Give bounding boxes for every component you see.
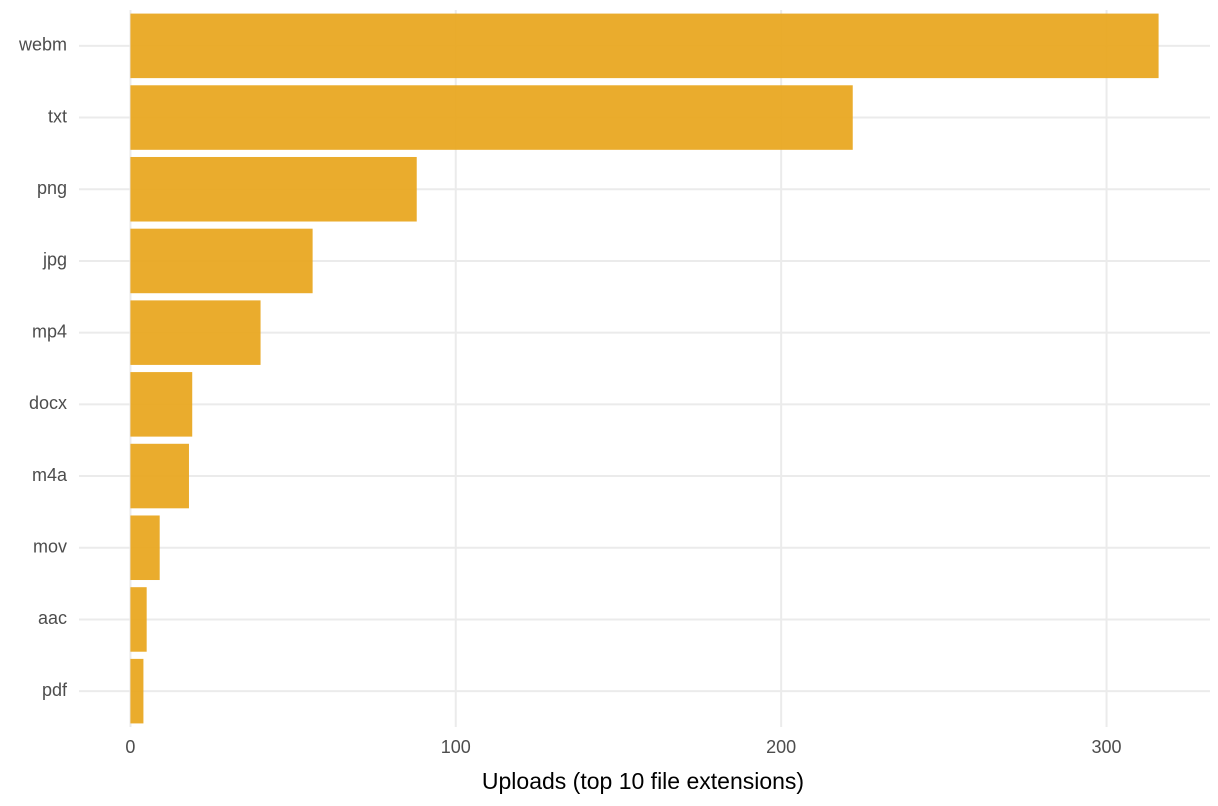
x-tick-label: 0 [125, 737, 135, 757]
x-tick-label: 200 [766, 737, 796, 757]
x-tick-label: 300 [1092, 737, 1122, 757]
bar [130, 587, 147, 652]
bar [130, 658, 144, 724]
y-tick-label: jpg [42, 250, 67, 270]
y-tick-label: png [37, 178, 67, 198]
bar [130, 13, 1159, 79]
bar [130, 515, 160, 581]
bar [130, 443, 189, 509]
y-tick-label: mov [33, 537, 67, 557]
bar [130, 156, 417, 222]
bar [130, 85, 853, 150]
bar [130, 372, 193, 437]
x-axis-title: Uploads (top 10 file extensions) [482, 768, 804, 794]
x-tick-label: 100 [441, 737, 471, 757]
bar [130, 228, 313, 294]
y-tick-label: mp4 [32, 321, 67, 341]
bar [130, 300, 261, 365]
y-tick-label: docx [29, 393, 67, 413]
y-tick-label: pdf [42, 680, 68, 700]
y-tick-label: webm [18, 35, 67, 55]
y-tick-label: m4a [32, 465, 68, 485]
y-tick-label: aac [38, 608, 67, 628]
y-tick-label: txt [48, 106, 67, 126]
